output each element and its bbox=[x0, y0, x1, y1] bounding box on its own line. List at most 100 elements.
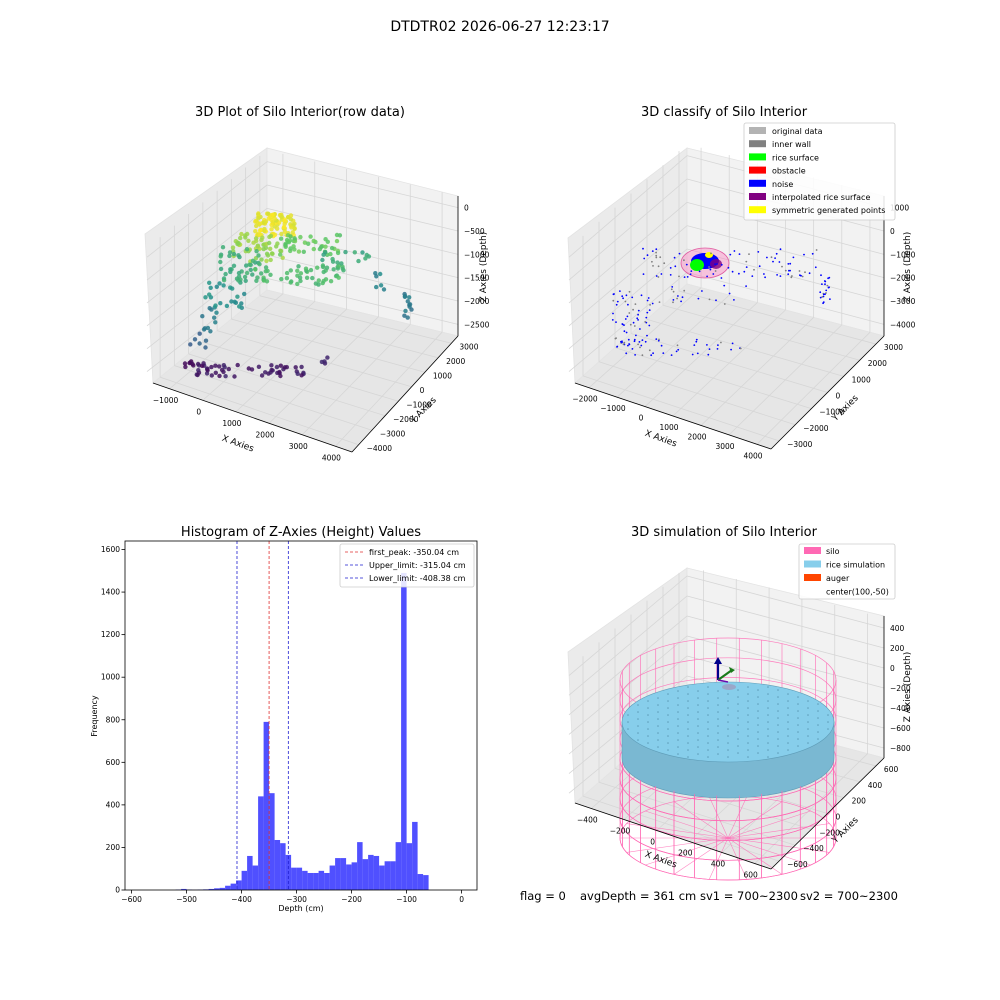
data-point bbox=[325, 355, 330, 360]
data-point bbox=[261, 278, 267, 283]
data-point bbox=[196, 368, 201, 373]
histogram-bar bbox=[181, 888, 187, 890]
data-point bbox=[402, 293, 408, 299]
x-tick-label: 0 bbox=[459, 895, 464, 904]
rice-texture bbox=[787, 742, 789, 744]
data-point bbox=[636, 317, 639, 320]
data-point bbox=[822, 301, 825, 303]
grid-line bbox=[662, 304, 860, 361]
data-point bbox=[790, 276, 793, 279]
data-point bbox=[405, 299, 410, 304]
classify-y-axis-line bbox=[770, 335, 885, 450]
data-point bbox=[651, 260, 653, 263]
rice-texture bbox=[817, 738, 819, 740]
z-tick-label: −500 bbox=[464, 227, 485, 236]
data-point bbox=[707, 353, 710, 356]
data-point bbox=[244, 247, 250, 252]
data-point bbox=[696, 352, 699, 355]
data-point bbox=[642, 247, 644, 250]
data-point bbox=[279, 231, 284, 237]
data-point bbox=[626, 315, 629, 318]
data-point bbox=[628, 312, 631, 314]
histogram-bar bbox=[269, 793, 275, 890]
histogram-bar bbox=[357, 842, 363, 890]
histogram-bar bbox=[302, 870, 308, 890]
rice-texture bbox=[757, 745, 759, 747]
rice-texture bbox=[717, 746, 719, 748]
silo-spoke bbox=[727, 837, 811, 866]
legend-swatch bbox=[749, 127, 766, 134]
legend-label: inner wall bbox=[772, 140, 811, 149]
data-point bbox=[209, 373, 214, 378]
data-point bbox=[374, 284, 379, 290]
data-point bbox=[720, 341, 722, 344]
data-point bbox=[250, 258, 256, 263]
rice-texture bbox=[667, 728, 669, 730]
histogram-bar bbox=[318, 870, 325, 890]
histogram-bar bbox=[241, 870, 248, 890]
data-point bbox=[775, 252, 778, 255]
data-point bbox=[629, 323, 632, 326]
data-point bbox=[738, 272, 740, 275]
rice-texture bbox=[637, 732, 639, 734]
z-tick-label: −200 bbox=[890, 684, 911, 693]
data-point bbox=[212, 315, 217, 320]
z-tick-label: −4000 bbox=[890, 320, 916, 329]
rice-texture bbox=[787, 721, 789, 723]
data-point bbox=[714, 270, 717, 272]
rice-texture bbox=[677, 732, 679, 734]
data-point bbox=[716, 348, 719, 350]
grid-line bbox=[568, 655, 688, 755]
legend-label: Lower_limit: -408.38 cm bbox=[369, 574, 466, 583]
data-point bbox=[295, 281, 300, 287]
data-point bbox=[625, 331, 628, 334]
data-point bbox=[231, 263, 237, 268]
legend-swatch bbox=[804, 560, 821, 568]
data-point bbox=[647, 297, 650, 299]
rice-texture bbox=[807, 700, 809, 702]
x-tick-label: −100 bbox=[396, 895, 417, 904]
legend-label: obstacle bbox=[772, 167, 806, 176]
rice-texture bbox=[697, 690, 699, 692]
rice-texture bbox=[647, 707, 649, 709]
data-point bbox=[709, 260, 711, 262]
silo-spoke bbox=[727, 810, 811, 839]
data-point bbox=[403, 308, 408, 314]
data-point bbox=[301, 249, 306, 254]
rice-texture bbox=[717, 704, 719, 706]
silo-ring-front bbox=[619, 818, 837, 861]
data-point bbox=[192, 337, 198, 342]
rice-texture bbox=[727, 707, 729, 709]
data-point bbox=[218, 259, 223, 265]
histogram-bar bbox=[423, 875, 429, 890]
data-point bbox=[781, 265, 783, 268]
grid-line bbox=[686, 271, 885, 325]
rice-texture bbox=[667, 735, 669, 737]
rice-texture bbox=[737, 689, 739, 691]
data-point bbox=[648, 349, 651, 352]
grid-line bbox=[686, 595, 885, 649]
legend-label: noise bbox=[772, 180, 793, 189]
data-point bbox=[228, 269, 233, 275]
grid-line bbox=[159, 376, 359, 446]
rice-texture bbox=[807, 742, 809, 744]
rice-texture bbox=[717, 732, 719, 734]
rice-texture bbox=[697, 732, 699, 734]
rice-texture bbox=[707, 749, 709, 751]
histogram-title: Histogram of Z-Axies (Height) Values bbox=[181, 525, 421, 540]
data-point bbox=[207, 280, 212, 285]
y-tick-label: −1000 bbox=[819, 408, 845, 417]
data-point bbox=[708, 266, 710, 268]
data-point bbox=[669, 267, 672, 269]
histogram-bar bbox=[247, 855, 253, 890]
z-tick-label: −1000 bbox=[464, 250, 490, 259]
classify-x-axis-line bbox=[574, 382, 772, 450]
data-point bbox=[644, 340, 647, 343]
data-point bbox=[680, 300, 682, 303]
data-point bbox=[187, 360, 192, 366]
data-point bbox=[825, 292, 827, 294]
y-tick-label: 1400 bbox=[101, 588, 120, 597]
data-point bbox=[207, 292, 212, 297]
data-point bbox=[676, 297, 678, 300]
sim-x-label: X Axies bbox=[643, 850, 678, 871]
